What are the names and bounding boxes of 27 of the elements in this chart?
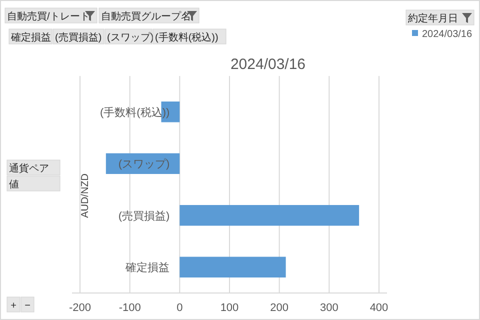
text: 値 [9,178,19,190]
bar [180,256,286,278]
bar [180,205,360,226]
bar [161,102,180,122]
x-tick-label: -100 [118,302,141,314]
text: 自動売買グループ名 [101,10,191,22]
text: (売買損益) [55,32,102,44]
text: − [24,300,31,312]
legend-label: 2024/03/16 [422,29,472,40]
x-tick-label: 400 [370,302,388,314]
text: 通貨ペア [9,162,49,174]
x-tick-label: 200 [270,302,289,314]
x-tick-label: 0 [176,302,183,314]
text: (手数料(税込)) [155,32,218,44]
y-axis-title: AUD/NZD [80,173,91,218]
chart-title: 2024/03/16 [230,56,306,73]
x-tick-label: 100 [220,302,239,314]
text: (スワップ) [107,32,154,44]
y-tick-label: (売買損益) [118,209,170,222]
x-tick-label: -200 [68,302,92,314]
x-tick-label: 300 [320,302,338,314]
y-tick-label: (スワップ) [118,158,170,171]
bar [106,153,180,174]
y-tick-label: 確定損益 [124,261,170,274]
text: 確定損益 [10,32,51,44]
text: + [10,300,17,312]
text: 約定年月日 [408,12,458,24]
